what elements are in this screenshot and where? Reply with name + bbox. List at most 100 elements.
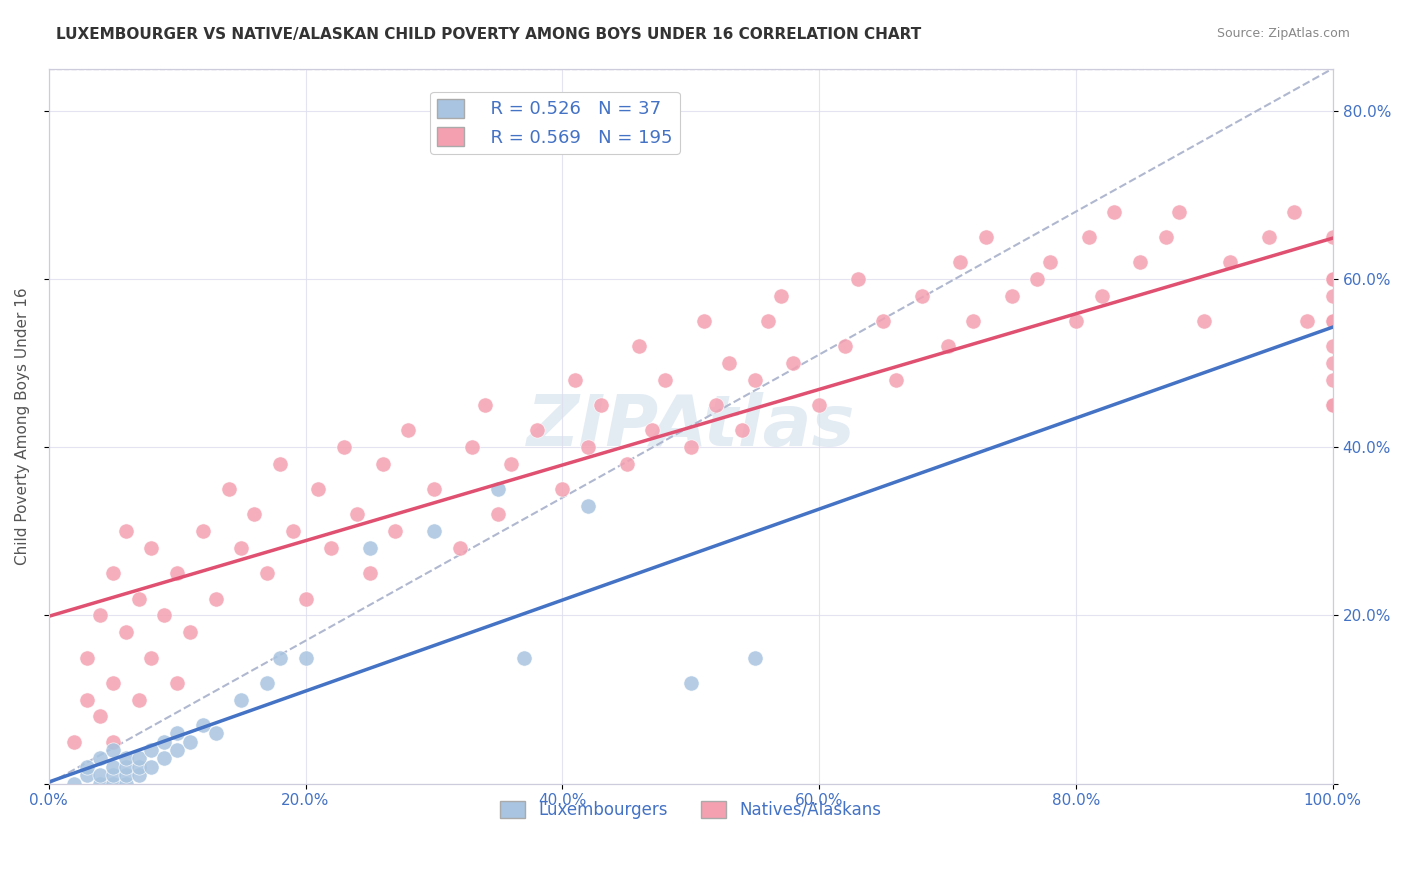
Point	[191, 524, 214, 539]
Point	[101, 768, 124, 782]
Point	[1167, 204, 1189, 219]
Point	[141, 541, 163, 556]
Point	[589, 398, 612, 412]
Point	[423, 524, 446, 539]
Point	[128, 692, 150, 706]
Point	[231, 541, 253, 556]
Point	[962, 314, 984, 328]
Point	[949, 255, 972, 269]
Point	[128, 591, 150, 606]
Point	[782, 356, 804, 370]
Point	[63, 777, 86, 791]
Point	[1219, 255, 1241, 269]
Point	[89, 709, 111, 723]
Point	[371, 457, 394, 471]
Point	[128, 768, 150, 782]
Point	[321, 541, 343, 556]
Point	[718, 356, 741, 370]
Point	[114, 777, 136, 791]
Y-axis label: Child Poverty Among Boys Under 16: Child Poverty Among Boys Under 16	[15, 287, 30, 565]
Text: Source: ZipAtlas.com: Source: ZipAtlas.com	[1216, 27, 1350, 40]
Point	[576, 440, 599, 454]
Point	[1154, 229, 1177, 244]
Point	[346, 508, 368, 522]
Point	[114, 760, 136, 774]
Point	[846, 272, 869, 286]
Point	[474, 398, 496, 412]
Point	[679, 440, 702, 454]
Point	[1322, 314, 1344, 328]
Point	[1322, 373, 1344, 387]
Point	[76, 650, 98, 665]
Point	[808, 398, 831, 412]
Point	[294, 650, 316, 665]
Point	[384, 524, 406, 539]
Point	[101, 777, 124, 791]
Point	[936, 339, 959, 353]
Point	[76, 760, 98, 774]
Point	[974, 229, 997, 244]
Point	[641, 423, 664, 437]
Point	[101, 743, 124, 757]
Point	[1104, 204, 1126, 219]
Point	[692, 314, 714, 328]
Point	[269, 457, 291, 471]
Point	[486, 482, 509, 496]
Point	[1026, 272, 1049, 286]
Point	[101, 734, 124, 748]
Point	[423, 482, 446, 496]
Point	[1296, 314, 1319, 328]
Point	[153, 734, 176, 748]
Point	[128, 760, 150, 774]
Point	[872, 314, 894, 328]
Point	[281, 524, 304, 539]
Text: LUXEMBOURGER VS NATIVE/ALASKAN CHILD POVERTY AMONG BOYS UNDER 16 CORRELATION CHA: LUXEMBOURGER VS NATIVE/ALASKAN CHILD POV…	[56, 27, 921, 42]
Point	[1322, 398, 1344, 412]
Point	[769, 289, 792, 303]
Point	[141, 650, 163, 665]
Point	[114, 524, 136, 539]
Point	[911, 289, 934, 303]
Point	[269, 650, 291, 665]
Point	[89, 608, 111, 623]
Point	[1322, 398, 1344, 412]
Point	[256, 566, 278, 581]
Point	[114, 751, 136, 765]
Point	[1194, 314, 1216, 328]
Point	[141, 760, 163, 774]
Point	[628, 339, 651, 353]
Point	[449, 541, 471, 556]
Point	[756, 314, 779, 328]
Point	[153, 751, 176, 765]
Point	[1039, 255, 1062, 269]
Point	[1091, 289, 1114, 303]
Point	[114, 768, 136, 782]
Point	[654, 373, 676, 387]
Point	[153, 608, 176, 623]
Point	[204, 726, 226, 740]
Point	[128, 751, 150, 765]
Point	[1322, 272, 1344, 286]
Point	[76, 692, 98, 706]
Point	[486, 508, 509, 522]
Point	[256, 675, 278, 690]
Point	[1257, 229, 1279, 244]
Point	[1322, 339, 1344, 353]
Point	[564, 373, 586, 387]
Point	[744, 373, 766, 387]
Point	[307, 482, 329, 496]
Point	[166, 675, 188, 690]
Point	[744, 650, 766, 665]
Point	[191, 718, 214, 732]
Legend: Luxembourgers, Natives/Alaskans: Luxembourgers, Natives/Alaskans	[494, 794, 889, 825]
Point	[359, 541, 381, 556]
Point	[294, 591, 316, 606]
Point	[513, 650, 536, 665]
Point	[114, 625, 136, 640]
Point	[461, 440, 484, 454]
Point	[551, 482, 574, 496]
Point	[101, 675, 124, 690]
Point	[1129, 255, 1152, 269]
Point	[89, 777, 111, 791]
Point	[616, 457, 638, 471]
